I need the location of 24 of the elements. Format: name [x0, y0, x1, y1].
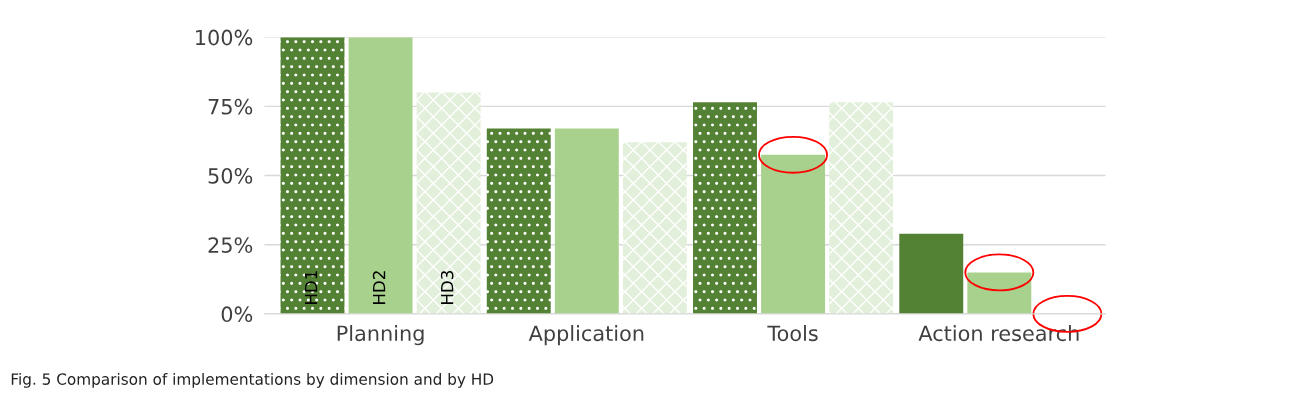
- bar: [486, 128, 551, 314]
- x-tick-label: Action research: [918, 325, 1079, 342]
- bar: [622, 142, 687, 314]
- y-tick-label: 100%: [196, 29, 253, 46]
- y-tick-label: 25%: [208, 237, 253, 253]
- bar: [280, 37, 345, 314]
- series-label: HD2: [372, 271, 386, 304]
- y-tick-label: 0%: [221, 306, 253, 323]
- bar: [899, 233, 964, 314]
- y-tick-label: 50%: [208, 167, 253, 184]
- series-label: HD3: [440, 270, 454, 304]
- bar: [967, 272, 1032, 314]
- x-tick-label: Tools: [767, 325, 818, 342]
- caption: Fig. 5 Comparison of implementations by dimension and by HD: [11, 373, 494, 388]
- bar: [693, 102, 757, 314]
- bar: [348, 37, 413, 314]
- y-tick-label: 75%: [208, 98, 253, 115]
- x-tick-label: Planning: [337, 325, 424, 346]
- bar: [416, 92, 481, 314]
- bar: [761, 154, 826, 314]
- x-tick-label: Application: [528, 325, 644, 346]
- series-label: HD1: [304, 271, 318, 304]
- bar: [554, 128, 619, 314]
- bar: [829, 102, 894, 314]
